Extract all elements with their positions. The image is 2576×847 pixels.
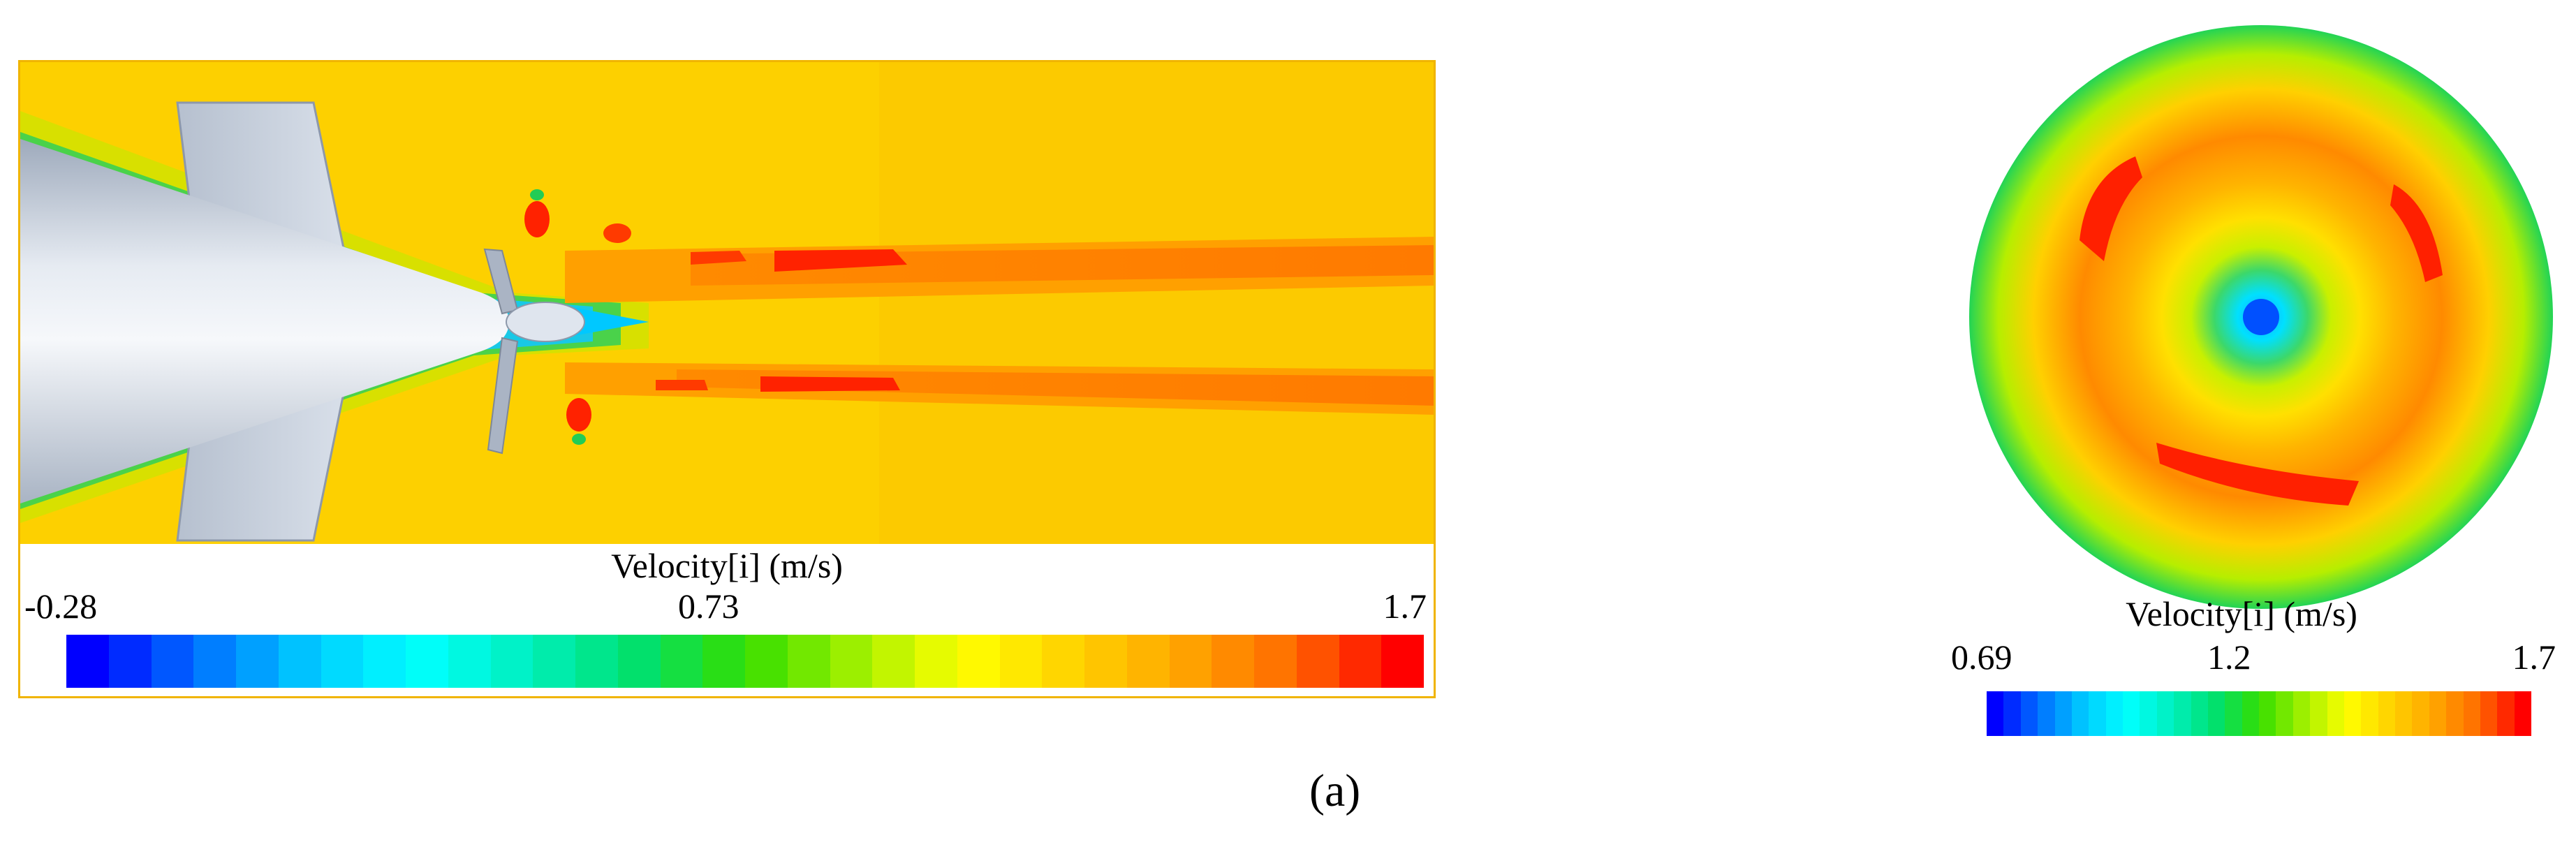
- colorbar-segment: [108, 635, 152, 688]
- right-colorbar-legend: Velocity[i] (m/s) 0.69 1.2 1.7: [1927, 588, 2556, 749]
- hull-body: [20, 139, 509, 503]
- left-colorbar-legend: Velocity[i] (m/s) -0.28 0.73 1.7: [20, 544, 1434, 696]
- disk-hotspot-bottom: [2156, 443, 2359, 506]
- colorbar-segment: [2020, 691, 2038, 736]
- colorbar-segment: [1987, 691, 2004, 736]
- colorbar-segment: [2276, 691, 2293, 736]
- colorbar-segment: [1042, 635, 1084, 688]
- colorbar-segment: [193, 635, 236, 688]
- colorbar-segment: [2191, 691, 2208, 736]
- colorbar-segment: [363, 635, 406, 688]
- colorbar-segment: [957, 635, 1000, 688]
- upper-wake-peak: [774, 249, 907, 272]
- colorbar-segment: [1339, 635, 1382, 688]
- colorbar-segment: [2395, 691, 2413, 736]
- colorbar-segment: [2156, 691, 2174, 736]
- tip-vortex-green-1: [530, 189, 544, 200]
- colorbar-segment: [2259, 691, 2276, 736]
- colorbar-segment: [406, 635, 448, 688]
- colorbar-segment: [2463, 691, 2480, 736]
- tip-vortex-upper-2: [603, 223, 631, 243]
- colorbar-segment: [617, 635, 661, 688]
- panel-caption-a: (a): [1309, 765, 1360, 818]
- colorbar-segment: [2497, 691, 2515, 736]
- colorbar-segment: [2480, 691, 2498, 736]
- colorbar-segment: [151, 635, 194, 688]
- colorbar-segment: [2123, 691, 2140, 736]
- colorbar-segment: [1212, 635, 1254, 688]
- disk-hotspot-left: [2080, 156, 2142, 261]
- left-colorbar: [66, 635, 1424, 688]
- colorbar-segment: [830, 635, 873, 688]
- colorbar-segment: [2071, 691, 2089, 736]
- colorbar-segment: [2310, 691, 2327, 736]
- colorbar-segment: [999, 635, 1043, 688]
- colorbar-segment: [702, 635, 745, 688]
- colorbar-segment: [448, 635, 491, 688]
- colorbar-segment: [787, 635, 830, 688]
- right-colorbar-min-label: 0.69: [1951, 638, 2012, 677]
- velocity-field-plot: [20, 62, 1434, 544]
- tip-vortex-lower-1: [566, 398, 591, 432]
- disk-center-core: [2243, 299, 2279, 335]
- colorbar-segment: [2292, 691, 2311, 736]
- colorbar-segment: [872, 635, 915, 688]
- colorbar-segment: [1381, 635, 1424, 688]
- colorbar-segment: [2378, 691, 2395, 736]
- right-colorbar: [1987, 691, 2531, 736]
- colorbar-segment: [745, 635, 788, 688]
- left-colorbar-max-label: 1.7: [1383, 587, 1427, 626]
- left-colorbar-min-label: -0.28: [24, 587, 98, 626]
- colorbar-segment: [1084, 635, 1127, 688]
- right-colorbar-max-label: 1.7: [2512, 638, 2556, 677]
- colorbar-segment: [2327, 691, 2344, 736]
- right-colorbar-title: Velocity[i] (m/s): [2126, 594, 2357, 633]
- colorbar-segment: [2242, 691, 2259, 736]
- colorbar-segment: [1296, 635, 1339, 688]
- tip-vortex-upper-1: [524, 201, 550, 237]
- propeller-blade-lower: [487, 337, 519, 455]
- velocity-disk-plot: [1969, 25, 2553, 609]
- colorbar-segment: [2225, 691, 2242, 736]
- colorbar-segment: [321, 635, 364, 688]
- colorbar-segment: [1169, 635, 1212, 688]
- colorbar-segment: [490, 635, 533, 688]
- panel-caption-text: (a): [1309, 765, 1361, 816]
- left-colorbar-title: Velocity[i] (m/s): [611, 546, 843, 585]
- colorbar-segment: [278, 635, 321, 688]
- colorbar-segment: [2054, 691, 2072, 736]
- right-colorbar-mid-label: 1.2: [2207, 638, 2251, 677]
- colorbar-segment: [2089, 691, 2106, 736]
- colorbar-segment: [575, 635, 618, 688]
- upper-orange-region: [879, 62, 1434, 544]
- upper-wake-peak-2: [691, 251, 746, 265]
- disk-hotspot-right: [2390, 184, 2443, 282]
- colorbar-segment: [2140, 691, 2157, 736]
- colorbar-segment: [2412, 691, 2429, 736]
- colorbar-segment: [236, 635, 279, 688]
- lower-wake-peak: [760, 376, 900, 392]
- colorbar-segment: [2207, 691, 2225, 736]
- colorbar-segment: [915, 635, 957, 688]
- colorbar-segment: [2003, 691, 2021, 736]
- colorbar-segment: [1126, 635, 1170, 688]
- lower-wake-peak-2: [656, 380, 708, 390]
- left-colorbar-mid-label: 0.73: [678, 587, 739, 626]
- colorbar-segment: [2343, 691, 2362, 736]
- propeller-hub: [506, 302, 585, 342]
- colorbar-segment: [2514, 691, 2531, 736]
- colorbar-segment: [2174, 691, 2191, 736]
- colorbar-segment: [2038, 691, 2055, 736]
- tip-vortex-green-2: [572, 434, 586, 445]
- colorbar-segment: [2429, 691, 2447, 736]
- colorbar-segment: [1254, 635, 1297, 688]
- colorbar-segment: [2446, 691, 2464, 736]
- velocity-contour-panel: Velocity[i] (m/s) -0.28 0.73 1.7: [18, 60, 1436, 698]
- colorbar-segment: [2105, 691, 2123, 736]
- colorbar-segment: [533, 635, 575, 688]
- colorbar-segment: [660, 635, 703, 688]
- colorbar-segment: [2361, 691, 2378, 736]
- colorbar-segment: [66, 635, 109, 688]
